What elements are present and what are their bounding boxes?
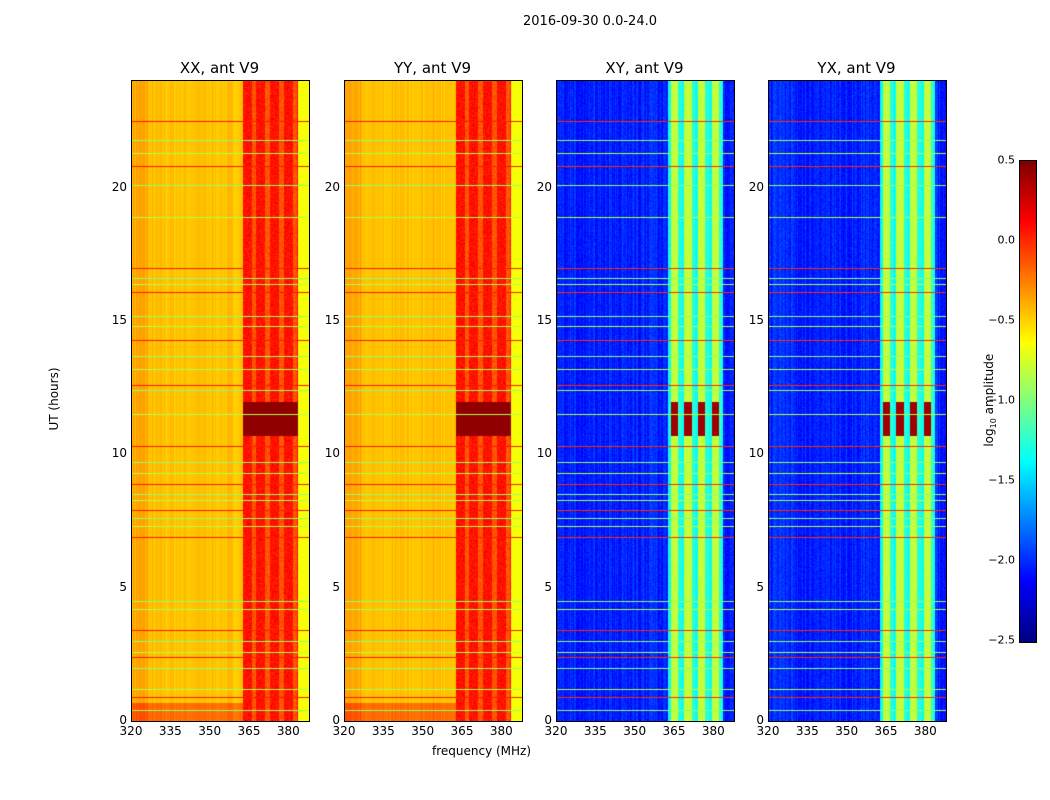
y-tick-label: 10 — [536, 446, 552, 461]
panel-title-xx: XX, ant V9 — [179, 59, 260, 77]
x-tick-label: 380 — [913, 724, 937, 738]
x-tick-label: 380 — [701, 724, 725, 738]
x-tick-label: 380 — [489, 724, 513, 738]
y-tick-label: 15 — [111, 313, 127, 327]
colorbar-tick-label: −2.5 — [988, 633, 1015, 647]
y-tick-label: 5 — [332, 579, 340, 594]
x-tick-label: 350 — [198, 724, 222, 738]
y-axis-label: UT (hours) — [47, 367, 61, 431]
colorbar-tick-label: −0.5 — [988, 313, 1015, 327]
y-tick-label: 0 — [756, 713, 764, 727]
y-tick-label: 20 — [111, 179, 127, 194]
colorbar-tick-label: −1.5 — [988, 473, 1015, 487]
y-tick-label: 5 — [119, 579, 127, 594]
colorbar-tick-label: −1.0 — [988, 393, 1015, 407]
x-tick-label: 335 — [371, 724, 395, 738]
y-tick-label: 10 — [111, 446, 127, 461]
y-tick-label: 0 — [544, 713, 552, 727]
colorbar-tick-label: −2.0 — [988, 553, 1015, 567]
x-tick-label: 335 — [158, 724, 182, 738]
x-tick-label: 365 — [874, 724, 898, 738]
panel-title-yx: YX, ant V9 — [817, 59, 896, 77]
x-tick-label: 320 — [756, 724, 780, 738]
figure-title: 2016-09-30 0.0-24.0 — [523, 14, 657, 29]
y-tick-label: 5 — [756, 579, 764, 594]
y-tick-label: 10 — [324, 446, 340, 461]
heatmap-yx — [768, 80, 947, 722]
heatmap-yy — [344, 80, 523, 722]
x-tick-label: 335 — [583, 724, 607, 738]
x-tick-label: 350 — [835, 724, 859, 738]
y-tick-label: 0 — [119, 713, 127, 727]
x-tick-label: 365 — [450, 724, 474, 738]
y-tick-label: 0 — [332, 713, 340, 727]
x-tick-label: 350 — [623, 724, 647, 738]
panel-title-yy: YY, ant V9 — [393, 59, 471, 77]
x-tick-label: 335 — [795, 724, 819, 738]
y-tick-label: 20 — [748, 179, 764, 194]
y-tick-label: 20 — [324, 179, 340, 194]
heatmap-xx — [131, 80, 310, 722]
x-tick-label: 365 — [237, 724, 261, 738]
x-tick-label: 320 — [544, 724, 568, 738]
x-tick-label: 380 — [276, 724, 300, 738]
y-tick-label: 5 — [544, 579, 552, 594]
panel-title-xy: XY, ant V9 — [605, 59, 684, 77]
x-tick-label: 365 — [662, 724, 686, 738]
x-tick-label: 320 — [119, 724, 143, 738]
y-tick-label: 15 — [748, 313, 764, 327]
y-tick-label: 15 — [324, 313, 340, 327]
colorbar-tick-label: 0.5 — [997, 153, 1016, 167]
x-axis-label: frequency (MHz) — [432, 744, 532, 758]
colorbar — [1019, 160, 1037, 643]
x-tick-label: 320 — [332, 724, 356, 738]
y-tick-label: 20 — [536, 179, 552, 194]
y-tick-label: 15 — [536, 313, 552, 327]
y-tick-label: 10 — [748, 446, 764, 461]
colorbar-tick-label: 0.0 — [997, 233, 1016, 247]
x-tick-label: 350 — [411, 724, 435, 738]
heatmap-xy — [556, 80, 735, 722]
